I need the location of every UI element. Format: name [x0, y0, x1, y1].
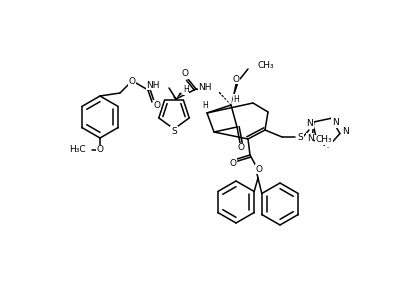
Polygon shape: [231, 83, 238, 105]
Text: O: O: [153, 101, 161, 109]
Text: H₃C: H₃C: [69, 145, 86, 155]
Text: O: O: [237, 143, 245, 152]
Text: O: O: [97, 145, 104, 155]
Text: NH: NH: [199, 84, 212, 92]
Text: N: N: [332, 118, 339, 127]
Text: S: S: [297, 132, 303, 142]
Text: O: O: [181, 70, 189, 78]
Text: N: N: [307, 134, 314, 143]
Text: S: S: [171, 127, 177, 135]
Text: N: N: [306, 120, 313, 128]
Text: NH: NH: [146, 81, 160, 89]
Text: CH₃: CH₃: [316, 135, 332, 145]
Text: O: O: [229, 159, 237, 167]
Text: N: N: [342, 127, 349, 136]
Text: H: H: [202, 101, 208, 109]
Text: H: H: [183, 85, 189, 95]
Polygon shape: [176, 92, 182, 99]
Text: H: H: [233, 95, 239, 103]
Text: O: O: [128, 77, 135, 85]
Text: O: O: [255, 164, 263, 174]
Text: CH₃: CH₃: [257, 60, 274, 70]
Text: N: N: [326, 137, 332, 146]
Text: O: O: [232, 74, 240, 84]
